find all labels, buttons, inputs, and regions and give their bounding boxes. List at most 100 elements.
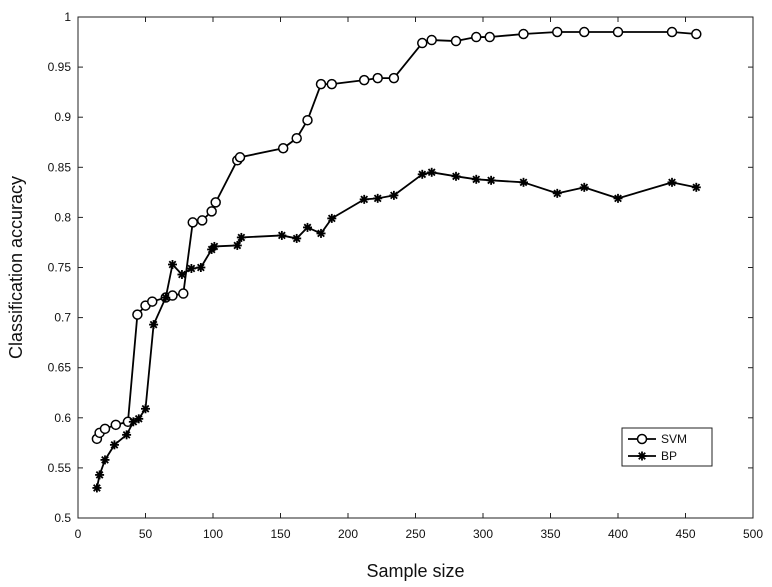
- x-tick-label: 250: [405, 527, 425, 541]
- data-point-svm: [426, 34, 437, 46]
- x-tick-label: 500: [743, 527, 763, 541]
- legend-item-bp: BP: [628, 449, 677, 463]
- y-tick-label: 0.75: [48, 261, 72, 275]
- data-point-svm: [132, 309, 143, 320]
- data-point-svm: [277, 143, 289, 154]
- data-point-svm: [518, 28, 529, 40]
- data-point-bp: [613, 193, 623, 203]
- data-point-bp: [141, 404, 150, 414]
- legend-marker: [636, 433, 648, 445]
- data-point-bp: [519, 177, 528, 187]
- data-point-bp: [92, 483, 102, 493]
- data-point-svm: [110, 419, 122, 431]
- data-point-svm: [291, 132, 302, 144]
- data-point-bp: [168, 259, 177, 269]
- data-point-bp: [196, 263, 206, 272]
- x-tick-label: 450: [675, 527, 695, 541]
- data-point-bp: [427, 167, 437, 177]
- data-point-bp: [209, 241, 219, 251]
- y-tick-label: 0.7: [54, 311, 71, 325]
- data-point-bp: [277, 230, 287, 240]
- data-point-svm: [552, 26, 563, 38]
- data-point-bp: [486, 175, 496, 185]
- axis-ticks: 0 50 100 150 200 250 300 350 400 450 500 0.5 0.55 0.6…: [48, 10, 764, 541]
- data-point-svm: [178, 288, 189, 299]
- data-point-svm: [206, 206, 217, 217]
- data-point-bp: [471, 174, 481, 184]
- data-point-svm: [315, 78, 327, 90]
- data-point-svm: [187, 217, 198, 228]
- series-svm: [91, 26, 702, 445]
- x-axis-label: Sample size: [366, 561, 464, 581]
- data-point-bp: [316, 228, 326, 238]
- data-point-bp: [389, 190, 399, 200]
- data-point-svm: [471, 31, 482, 43]
- series-layer: [91, 26, 702, 493]
- x-tick-label: 50: [139, 527, 153, 541]
- data-point-bp: [303, 222, 312, 232]
- data-point-svm: [484, 31, 495, 43]
- data-point-svm: [234, 152, 246, 163]
- series-bp: [92, 167, 701, 493]
- data-point-svm: [417, 37, 428, 49]
- x-tick-label: 100: [203, 527, 223, 541]
- y-tick-label: 1: [64, 10, 71, 24]
- data-point-bp: [149, 320, 159, 330]
- legend-circle-marker-icon: [636, 433, 648, 445]
- data-point-svm: [450, 35, 462, 47]
- data-point-svm: [326, 78, 338, 90]
- data-point-bp: [579, 182, 589, 192]
- legend-asterisk-marker-icon: [637, 451, 647, 461]
- data-point-svm: [358, 74, 370, 86]
- data-point-svm: [167, 290, 178, 301]
- y-tick-label: 0.95: [48, 60, 72, 74]
- x-tick-label: 350: [540, 527, 560, 541]
- data-point-svm: [388, 72, 400, 84]
- data-point-bp: [177, 270, 187, 280]
- data-point-bp: [691, 182, 701, 192]
- legend-item-svm: SVM: [628, 432, 687, 446]
- data-point-bp: [373, 193, 383, 203]
- y-tick-label: 0.65: [48, 361, 72, 375]
- data-point-bp: [359, 194, 369, 204]
- data-point-bp: [161, 293, 171, 303]
- data-point-svm: [691, 28, 702, 40]
- legend-label-bp: BP: [661, 449, 677, 463]
- data-point-bp: [100, 455, 110, 465]
- y-tick-label: 0.6: [54, 411, 71, 425]
- x-tick-label: 150: [270, 527, 290, 541]
- data-point-svm: [99, 423, 111, 435]
- legend-box: [621, 427, 713, 467]
- y-tick-label: 0.9: [54, 110, 71, 124]
- data-point-bp: [292, 233, 302, 243]
- data-point-svm: [302, 114, 313, 126]
- x-tick-label: 200: [338, 527, 358, 541]
- data-point-bp: [552, 188, 562, 198]
- y-tick-label: 0.8: [54, 210, 71, 224]
- y-tick-label: 0.5: [54, 511, 71, 525]
- y-axis-label: Classification accuracy: [6, 176, 26, 359]
- data-point-bp: [327, 213, 337, 223]
- data-point-svm: [372, 72, 383, 84]
- legend: SVM BP: [621, 427, 713, 467]
- data-point-svm: [210, 197, 221, 208]
- data-point-bp: [122, 430, 132, 440]
- data-point-bp: [232, 240, 242, 250]
- data-point-bp: [109, 440, 119, 450]
- x-tick-label: 300: [473, 527, 493, 541]
- data-point-svm: [666, 26, 678, 38]
- data-point-bp: [236, 232, 246, 242]
- data-point-bp: [134, 414, 144, 424]
- data-point-bp: [451, 171, 461, 181]
- data-point-bp: [186, 264, 196, 274]
- y-tick-label: 0.85: [48, 160, 72, 174]
- data-point-svm: [196, 215, 208, 226]
- y-tick-label: 0.55: [48, 461, 72, 475]
- data-point-bp: [667, 177, 677, 187]
- x-tick-label: 0: [75, 527, 82, 541]
- data-point-svm: [579, 26, 590, 38]
- data-point-svm: [612, 26, 624, 38]
- legend-label-svm: SVM: [661, 432, 687, 446]
